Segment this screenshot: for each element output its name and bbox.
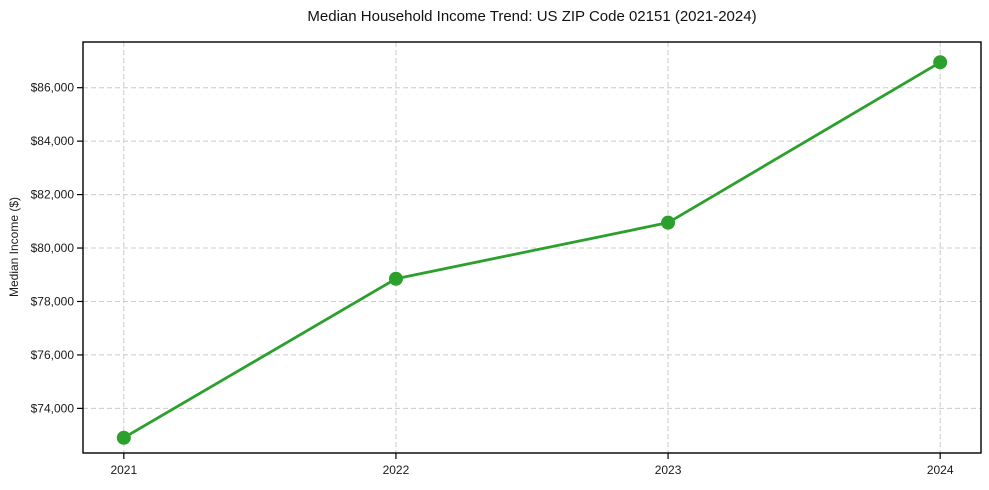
y-tick-label: $84,000 bbox=[31, 134, 75, 148]
data-point bbox=[388, 271, 403, 286]
data-point bbox=[661, 215, 676, 230]
data-point bbox=[116, 430, 131, 445]
trend-line bbox=[122, 60, 942, 440]
x-tick-label: 2021 bbox=[110, 463, 137, 477]
y-tick-label: $78,000 bbox=[31, 294, 75, 308]
y-tick-label: $82,000 bbox=[31, 188, 75, 202]
chart-title: Median Household Income Trend: US ZIP Co… bbox=[307, 8, 757, 25]
y-tick-label: $74,000 bbox=[31, 401, 75, 415]
y-tick-label: $76,000 bbox=[31, 348, 75, 362]
x-tick-label: 2023 bbox=[655, 463, 682, 477]
data-point bbox=[933, 55, 948, 70]
x-tick-label: 2024 bbox=[927, 463, 954, 477]
plot-border bbox=[82, 41, 982, 454]
y-tick-label: $80,000 bbox=[31, 241, 75, 255]
x-tick-label: 2022 bbox=[383, 463, 410, 477]
y-tick-label: $86,000 bbox=[31, 81, 75, 95]
